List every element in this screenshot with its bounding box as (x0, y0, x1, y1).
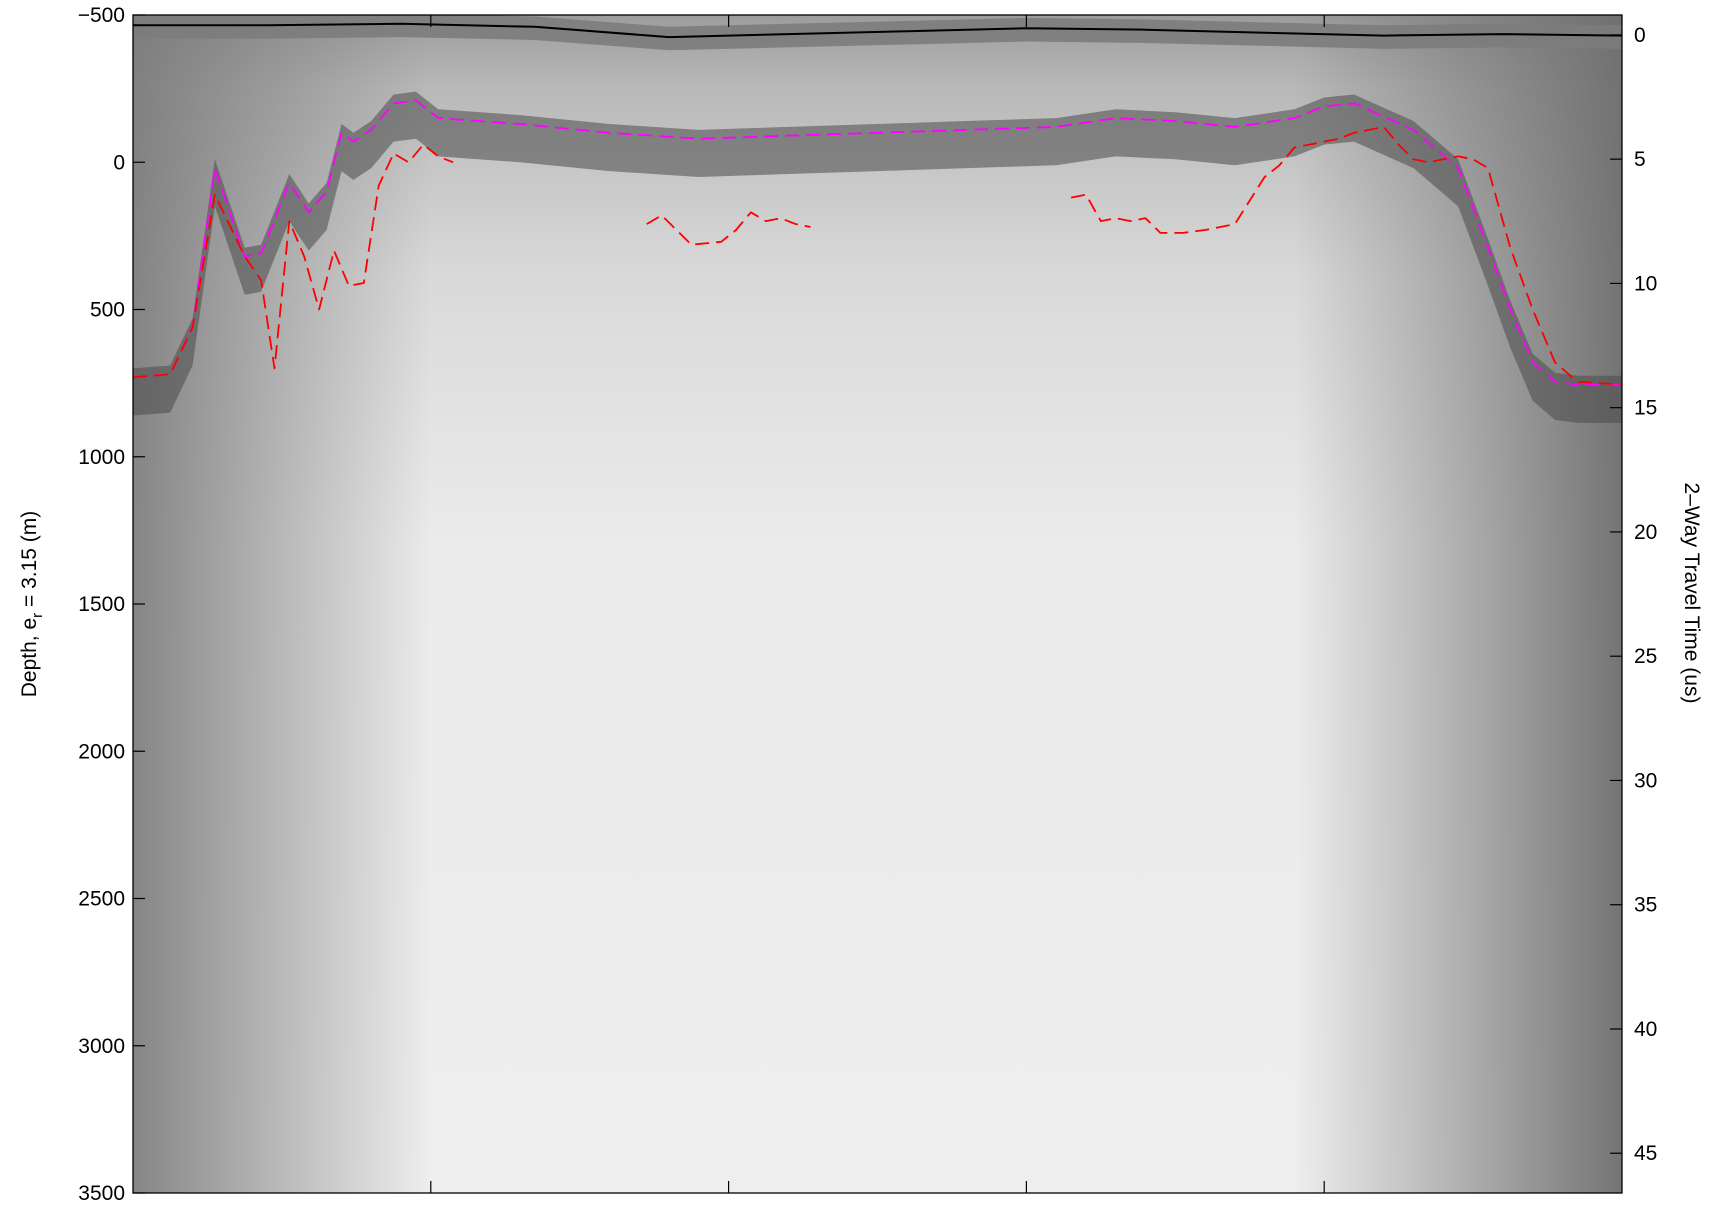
left-tick-label: 3500 (78, 1182, 125, 1205)
right-tick-label: 20 (1634, 521, 1657, 544)
layer-series-4 (1070, 126, 1622, 386)
left-tick-label: −500 (78, 4, 125, 27)
left-axis-title: Depth, er = 3.15 (m) (18, 511, 46, 698)
right-tick-label: 30 (1634, 769, 1657, 792)
left-tick-label: 2000 (78, 740, 125, 763)
right-axis-title: 2–Way Travel Time (us) (1680, 483, 1703, 704)
picked-layers (133, 22, 1622, 386)
right-tick-label: 45 (1634, 1142, 1657, 1165)
layer-series-3 (646, 211, 811, 246)
left-tick-label: 0 (113, 151, 125, 174)
echogram-right-clutter (1294, 15, 1622, 1193)
left-tick-label: 1000 (78, 446, 125, 469)
x-axis-ticks (430, 15, 1325, 1193)
left-axis-ticks: −500 0 500 1000 1500 2000 2500 3000 3500 (78, 4, 145, 1205)
echogram-bed-band (133, 91, 1622, 423)
left-tick-label: 3000 (78, 1035, 125, 1058)
right-tick-label: 0 (1634, 24, 1646, 47)
left-tick-label: 2500 (78, 888, 125, 911)
left-tick-label: 1500 (78, 593, 125, 616)
right-tick-label: 15 (1634, 397, 1657, 420)
right-axis-ticks: 0 5 10 15 20 25 30 35 40 45 (1610, 24, 1657, 1165)
echogram-left-clutter (133, 15, 431, 1193)
right-tick-label: 10 (1634, 272, 1657, 295)
layer-series-1 (133, 99, 1622, 386)
right-tick-label: 40 (1634, 1018, 1657, 1041)
layer-series-2 (133, 143, 454, 379)
right-tick-label: 25 (1634, 645, 1657, 668)
layer-series-0 (133, 22, 1622, 39)
right-tick-label: 35 (1634, 894, 1657, 917)
left-tick-label: 500 (90, 299, 125, 322)
right-tick-label: 5 (1634, 148, 1646, 171)
